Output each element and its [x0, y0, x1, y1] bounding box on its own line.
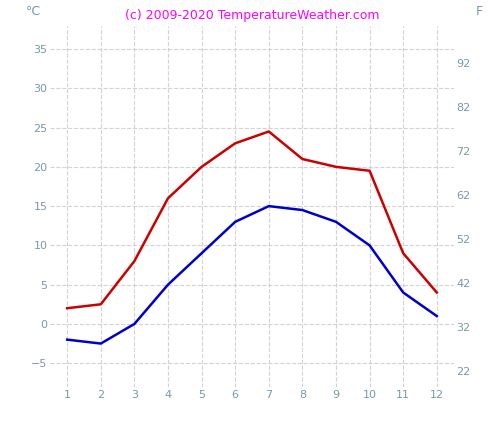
- Text: °C: °C: [26, 5, 41, 18]
- Title: (c) 2009-2020 TemperatureWeather.com: (c) 2009-2020 TemperatureWeather.com: [125, 8, 379, 22]
- Text: F: F: [476, 5, 483, 18]
